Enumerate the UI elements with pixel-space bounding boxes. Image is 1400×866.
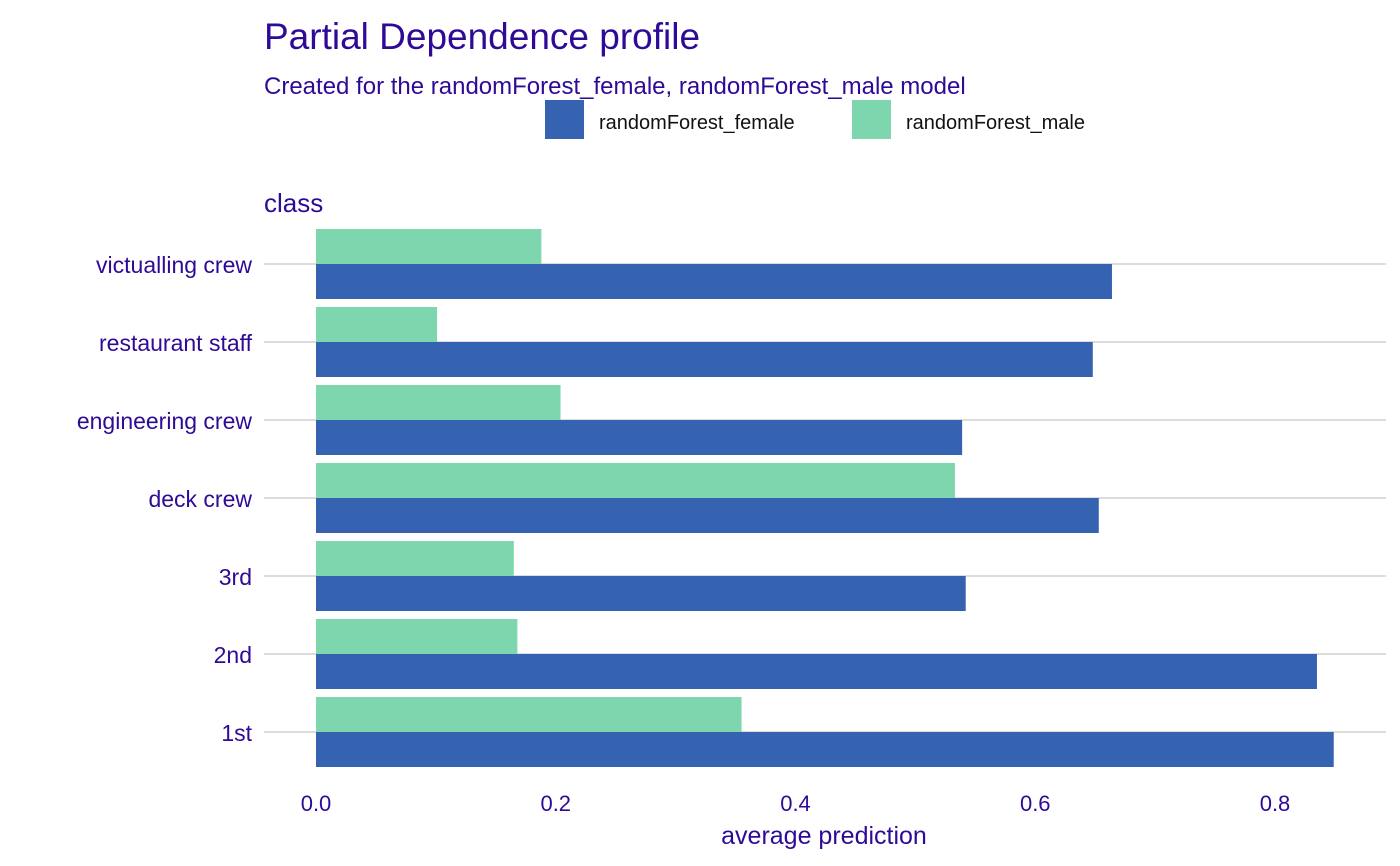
bar-male	[316, 463, 955, 498]
legend-swatch	[852, 100, 891, 139]
panel-label: class	[264, 188, 323, 218]
x-axis-label: average prediction	[721, 822, 927, 850]
bar-female	[316, 498, 1099, 533]
y-tick-label: deck crew	[148, 486, 252, 512]
chart-legend: randomForest_female randomForest_male	[545, 100, 1085, 139]
bar-male	[316, 697, 742, 732]
x-tick-label: 0.6	[1020, 791, 1051, 816]
bar-male	[316, 385, 561, 420]
bar-female	[316, 264, 1112, 299]
x-tick-label: 0.4	[780, 791, 811, 816]
bar-female	[316, 420, 963, 455]
y-tick-label: 2nd	[214, 642, 252, 668]
y-tick-label: 3rd	[219, 564, 252, 590]
y-tick-label: restaurant staff	[99, 330, 253, 356]
bar-female	[316, 654, 1317, 689]
y-tick-label: engineering crew	[77, 408, 253, 434]
bars	[316, 229, 1334, 767]
chart-title: Partial Dependence profile	[264, 16, 700, 57]
x-tick-label: 0.8	[1260, 791, 1291, 816]
bar-male	[316, 307, 438, 342]
bar-female	[316, 732, 1334, 767]
bar-female	[316, 342, 1093, 377]
bar-male	[316, 541, 514, 576]
y-tick-label: 1st	[221, 720, 252, 746]
chart-subtitle: Created for the randomForest_female, ran…	[264, 73, 966, 100]
legend-label: randomForest_female	[599, 112, 795, 134]
legend-label: randomForest_male	[906, 112, 1085, 134]
y-axis-labels: victualling crew restaurant staff engineer…	[77, 252, 253, 746]
x-axis-ticks: 0.0 0.2 0.4 0.6 0.8	[301, 791, 1291, 816]
bar-male	[316, 229, 542, 264]
bar-male	[316, 619, 518, 654]
bar-female	[316, 576, 966, 611]
legend-swatch	[545, 100, 584, 139]
x-tick-label: 0.2	[540, 791, 571, 816]
y-tick-label: victualling crew	[96, 252, 252, 278]
x-tick-label: 0.0	[301, 791, 332, 816]
